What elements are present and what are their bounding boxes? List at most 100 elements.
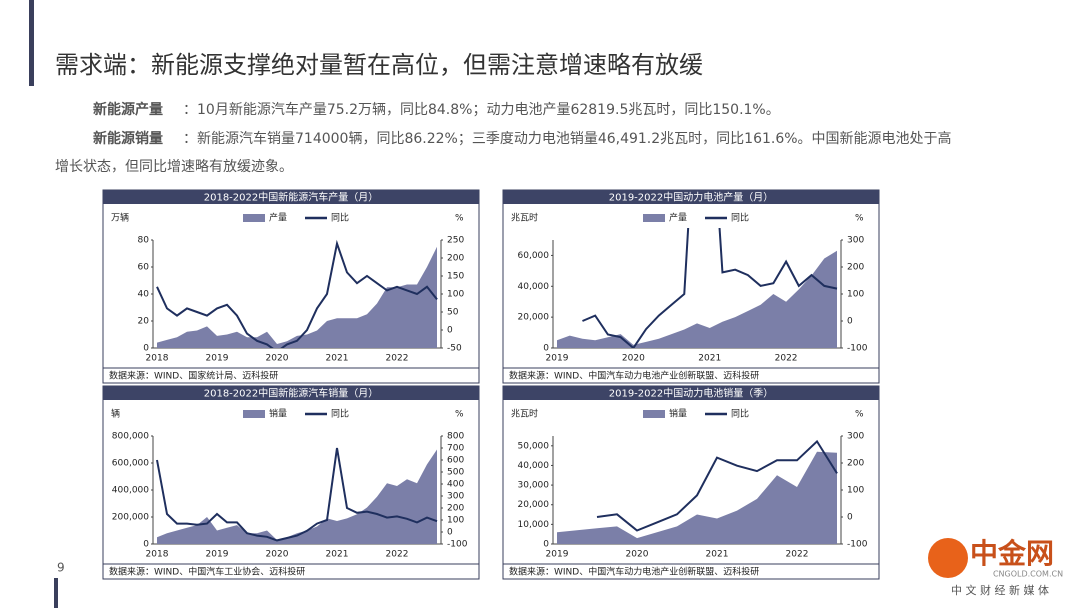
y2-tick-label: 100 (447, 290, 464, 300)
y2-tick-label: -100 (847, 540, 868, 550)
legend-label: 销量 (269, 408, 287, 420)
accent-bar (54, 578, 58, 608)
logo-tagline: 中 文 财 经 新 媒 体 (951, 583, 1049, 597)
para-text: ：10月新能源汽车产量75.2万辆，同比84.8%；动力电池产量62819.5兆… (183, 101, 780, 118)
y-axis-unit: 兆瓦时 (511, 408, 538, 420)
accent-bar (29, 0, 34, 86)
legend-label: 产量 (669, 212, 687, 224)
legend-swatch (243, 214, 265, 222)
y2-tick-label: 400 (447, 480, 464, 490)
y2-tick-label: 150 (447, 272, 464, 282)
legend-swatch (643, 410, 665, 418)
para-text: 增长状态，但同比增速略有放缓迹象。 (55, 159, 293, 175)
x-tick-label: 2021 (326, 354, 349, 364)
y2-tick-label: 100 (847, 290, 864, 300)
x-tick-label: 2018 (146, 354, 169, 364)
y-tick-label: 30,000 (518, 481, 550, 491)
line-series (156, 239, 438, 348)
y2-axis-unit: % (455, 410, 464, 420)
x-tick-label: 2020 (266, 354, 289, 364)
chart-title: 2018-2022中国新能源汽车销量（月） (204, 387, 379, 400)
x-tick-label: 2018 (146, 550, 169, 560)
para-label: 新能源产量 (93, 101, 163, 118)
legend-label: 销量 (669, 408, 687, 420)
chart-frame (102, 385, 480, 580)
x-tick-label: 2021 (326, 550, 349, 560)
logo-url: CNGOLD.COM.CN (993, 570, 1063, 579)
page-number: 9 (57, 561, 65, 575)
x-tick-label: 2019 (546, 550, 569, 560)
source-note: 数据来源：WIND、中国汽车动力电池产业创新联盟、迈科投研 (509, 370, 759, 382)
slide-title: 需求端：新能源支撑绝对量暂在高位，但需注意增速略有放缓 (55, 51, 703, 79)
chart-header (503, 190, 879, 204)
y-tick-label: 80 (138, 236, 150, 246)
y2-tick-label: 300 (847, 236, 864, 246)
y-tick-label: 60,000 (518, 251, 550, 261)
y-tick-label: 20 (138, 317, 150, 327)
y-axis-unit: 辆 (111, 408, 120, 420)
y2-tick-label: 700 (447, 444, 464, 454)
y-tick-label: 50,000 (518, 441, 550, 451)
y2-tick-label: 200 (447, 504, 464, 514)
y-axis-unit: 万辆 (111, 212, 129, 224)
y2-tick-label: -100 (447, 540, 468, 550)
x-tick-label: 2020 (622, 354, 645, 364)
y-tick-label: 10,000 (518, 520, 550, 530)
legend-label: 同比 (331, 408, 349, 420)
y-axis-unit: 兆瓦时 (511, 212, 538, 224)
area-series (157, 449, 437, 544)
chart: 2019-2022中国动力电池销量（季） 兆瓦时 % 0 10,000 20,000 30,… (502, 385, 880, 580)
area-series (557, 451, 837, 544)
x-tick-label: 2019 (546, 354, 569, 364)
y-tick-label: 0 (543, 344, 549, 354)
y-tick-label: 40,000 (518, 282, 550, 292)
x-tick-label: 2022 (386, 550, 409, 560)
source-note: 数据来源：WIND、中国汽车工业协会、迈科投研 (109, 566, 305, 578)
y2-tick-label: 800 (447, 432, 464, 442)
y2-tick-label: 300 (847, 432, 864, 442)
y2-tick-label: 250 (447, 236, 464, 246)
para-text: ：新能源汽车销量714000辆，同比86.22%；三季度动力电池销量46,491… (183, 130, 952, 147)
y-tick-label: 60 (138, 263, 150, 273)
y2-tick-label: 200 (847, 263, 864, 273)
y2-tick-label: 100 (847, 486, 864, 496)
chart: 2018-2022中国新能源汽车产量（月） 万辆 % 0 20 40 60 80 -50 0 50 1… (102, 189, 480, 384)
chart-title: 2019-2022中国动力电池产量（月） (609, 191, 774, 204)
x-tick-label: 2022 (786, 550, 809, 560)
x-tick-label: 2022 (386, 354, 409, 364)
x-tick-label: 2022 (775, 354, 798, 364)
line-series (582, 228, 838, 348)
y2-axis-unit: % (855, 214, 864, 224)
source-note: 数据来源：WIND、中国汽车动力电池产业创新联盟、迈科投研 (509, 566, 759, 578)
chart-title: 2018-2022中国新能源汽车产量（月） (204, 191, 379, 204)
source-note: 数据来源：WIND、国家统计局、迈科投研 (109, 370, 278, 382)
y-tick-label: 40 (138, 290, 150, 300)
x-tick-label: 2021 (698, 354, 721, 364)
legend-label: 产量 (269, 212, 287, 224)
area-series (557, 250, 837, 348)
y2-tick-label: 200 (847, 459, 864, 469)
y2-tick-label: 200 (447, 254, 464, 264)
y-tick-label: 20,000 (518, 313, 550, 323)
y-tick-label: 400,000 (112, 486, 149, 496)
y2-tick-label: 0 (447, 528, 453, 538)
chart-title: 2019-2022中国动力电池销量（季） (609, 387, 774, 400)
y2-tick-label: 100 (447, 516, 464, 526)
y2-tick-label: 50 (447, 308, 459, 318)
y-tick-label: 40,000 (518, 461, 550, 471)
y2-axis-unit: % (455, 214, 464, 224)
legend-swatch (643, 214, 665, 222)
x-tick-label: 2019 (206, 550, 229, 560)
y-tick-label: 20,000 (518, 500, 550, 510)
x-tick-label: 2019 (206, 354, 229, 364)
y-tick-label: 800,000 (112, 432, 149, 442)
y-tick-label: 0 (143, 344, 149, 354)
charts: 2018-2022中国新能源汽车产量（月） 万辆 % 0 20 40 60 80 -50 0 50 1… (102, 189, 880, 580)
legend-label: 同比 (731, 408, 749, 420)
legend-label: 同比 (331, 212, 349, 224)
y2-tick-label: 0 (847, 317, 853, 327)
y2-tick-label: -100 (847, 344, 868, 354)
chart: 2018-2022中国新能源汽车销量（月） 辆 % 0 200,000 400,000 60… (102, 385, 480, 580)
y2-tick-label: 600 (447, 456, 464, 466)
